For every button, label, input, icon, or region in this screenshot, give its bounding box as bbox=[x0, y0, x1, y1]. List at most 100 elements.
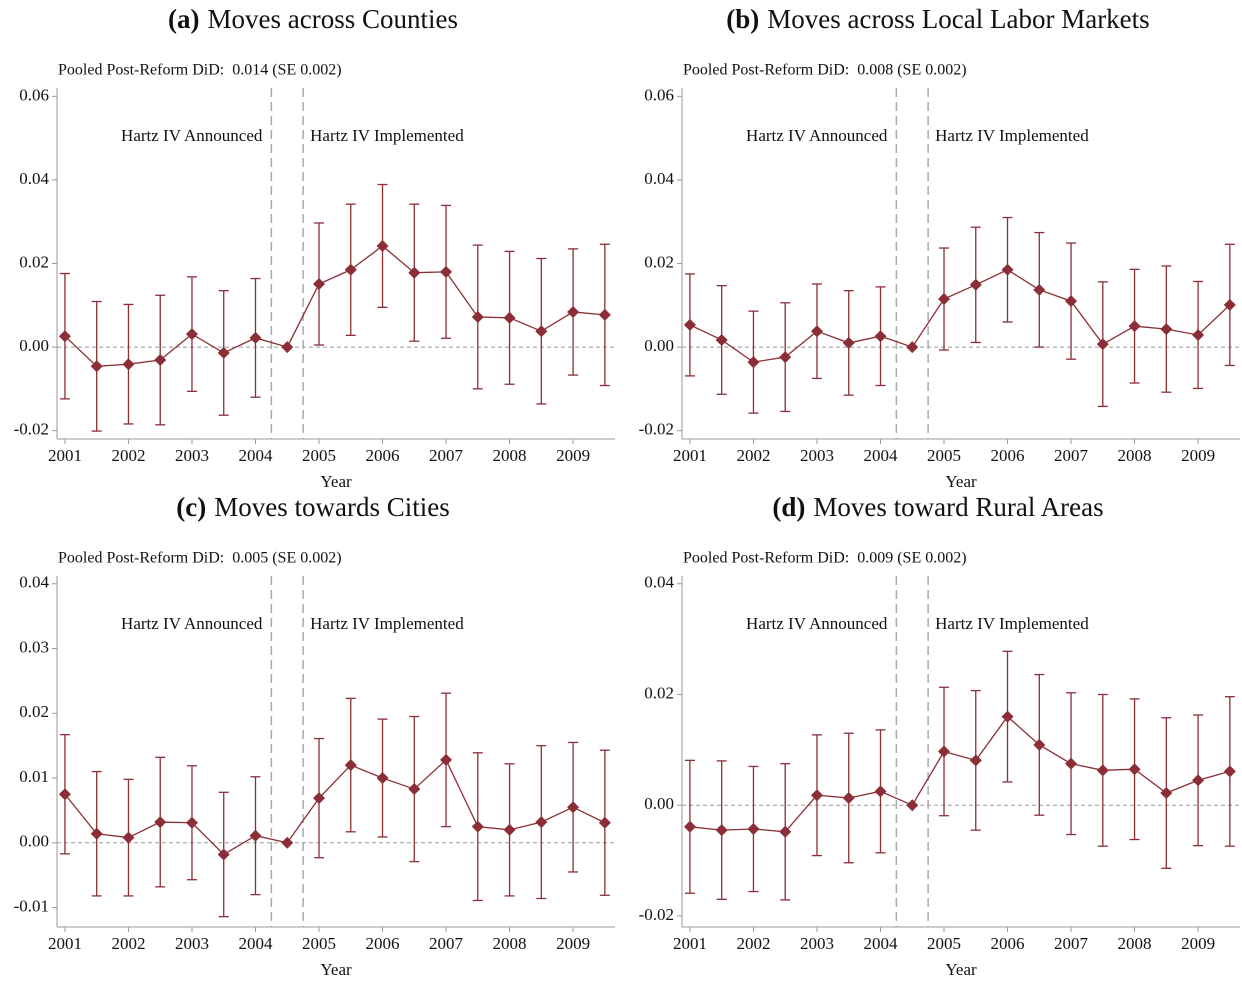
panel: (c) Moves towards Cities Pooled Post-Refor… bbox=[14, 492, 615, 979]
y-tick-label: -0.02 bbox=[639, 905, 674, 924]
point-marker bbox=[154, 354, 167, 367]
x-tick-label: 2002 bbox=[111, 446, 145, 465]
event-label: Hartz IV Implemented bbox=[310, 614, 464, 633]
point-marker bbox=[938, 745, 951, 758]
x-tick-label: 2009 bbox=[1181, 446, 1215, 465]
point-marker bbox=[810, 325, 823, 338]
point-marker bbox=[408, 266, 421, 279]
point-marker bbox=[217, 848, 230, 861]
point-marker bbox=[567, 801, 580, 814]
y-tick-label: 0.04 bbox=[644, 169, 674, 188]
point-marker bbox=[1160, 787, 1173, 800]
point-marker bbox=[90, 827, 103, 840]
point-marker bbox=[567, 305, 580, 318]
point-marker bbox=[503, 311, 516, 324]
x-tick-label: 2006 bbox=[991, 934, 1025, 953]
point-marker bbox=[747, 823, 760, 836]
x-tick-label: 2002 bbox=[111, 934, 145, 953]
annotation-note: Pooled Post-Reform DiD: 0.008 (SE 0.002) bbox=[683, 62, 967, 79]
y-tick-label: 0.02 bbox=[19, 252, 49, 271]
series-line bbox=[64, 758, 606, 856]
x-tick-label: 2008 bbox=[1118, 446, 1152, 465]
event-label: Hartz IV Implemented bbox=[935, 126, 1089, 145]
point-marker bbox=[535, 816, 548, 829]
point-marker bbox=[1192, 328, 1205, 341]
x-tick-label: 2003 bbox=[175, 934, 209, 953]
point-marker bbox=[1096, 338, 1109, 351]
point-marker bbox=[58, 788, 71, 801]
x-axis-label: Year bbox=[945, 960, 977, 979]
x-axis-label: Year bbox=[945, 472, 977, 491]
point-marker bbox=[906, 799, 919, 812]
x-tick-label: 2006 bbox=[366, 934, 400, 953]
panel-title-text: Moves towards Cities bbox=[214, 492, 450, 522]
series-line bbox=[64, 245, 605, 367]
x-tick-label: 2005 bbox=[302, 446, 336, 465]
x-tick-label: 2005 bbox=[927, 446, 961, 465]
panel-label: (a) bbox=[168, 4, 199, 34]
point-marker bbox=[90, 360, 103, 373]
series-line bbox=[689, 269, 1231, 363]
panel: (d) Moves toward Rural Areas Pooled Post-R… bbox=[639, 492, 1240, 979]
point-marker bbox=[313, 277, 326, 290]
x-tick-label: 2009 bbox=[556, 934, 590, 953]
point-marker bbox=[874, 330, 887, 343]
x-tick-label: 2006 bbox=[366, 446, 400, 465]
x-tick-label: 2009 bbox=[556, 446, 590, 465]
y-tick-label: 0.06 bbox=[644, 85, 674, 104]
point-marker bbox=[1128, 763, 1141, 776]
x-tick-label: 2004 bbox=[863, 934, 898, 953]
point-marker bbox=[440, 265, 453, 278]
x-axis-label: Year bbox=[320, 960, 352, 979]
x-tick-label: 2007 bbox=[1054, 446, 1089, 465]
point-marker bbox=[779, 351, 792, 364]
point-marker bbox=[1033, 283, 1046, 296]
x-tick-label: 2007 bbox=[429, 446, 464, 465]
x-tick-label: 2008 bbox=[1118, 934, 1152, 953]
y-tick-label: 0.04 bbox=[19, 573, 49, 592]
point-marker bbox=[874, 785, 887, 798]
x-tick-label: 2002 bbox=[736, 934, 770, 953]
point-marker bbox=[810, 789, 823, 802]
point-marker bbox=[1192, 774, 1205, 787]
point-marker bbox=[344, 759, 357, 772]
y-tick-label: 0.04 bbox=[19, 169, 49, 188]
point-marker bbox=[376, 772, 389, 785]
x-tick-label: 2002 bbox=[736, 446, 770, 465]
y-tick-label: 0.02 bbox=[644, 683, 674, 702]
x-tick-label: 2001 bbox=[673, 934, 707, 953]
point-marker bbox=[1160, 323, 1173, 336]
y-tick-label: 0.02 bbox=[19, 702, 49, 721]
point-marker bbox=[715, 333, 728, 346]
point-marker bbox=[313, 792, 326, 805]
y-tick-label: 0.00 bbox=[19, 832, 49, 851]
point-marker bbox=[185, 816, 198, 829]
x-tick-label: 2006 bbox=[991, 446, 1025, 465]
point-marker bbox=[440, 753, 453, 766]
point-marker bbox=[906, 341, 919, 354]
panel-title: (a) Moves across Counties bbox=[168, 4, 458, 34]
panel-title: (d) Moves toward Rural Areas bbox=[772, 492, 1103, 522]
point-marker bbox=[1001, 710, 1014, 723]
panel-label: (b) bbox=[726, 4, 759, 34]
panel: (b) Moves across Local Labor Markets Poole… bbox=[639, 4, 1240, 491]
point-marker bbox=[281, 341, 294, 354]
point-marker bbox=[1065, 295, 1078, 308]
annotation-note: Pooled Post-Reform DiD: 0.005 (SE 0.002) bbox=[58, 550, 342, 567]
x-tick-label: 2008 bbox=[493, 446, 527, 465]
point-marker bbox=[715, 824, 728, 837]
point-marker bbox=[938, 293, 951, 306]
y-tick-label: -0.02 bbox=[639, 420, 674, 439]
point-marker bbox=[185, 328, 198, 341]
event-label: Hartz IV Announced bbox=[121, 126, 263, 145]
point-marker bbox=[281, 836, 294, 849]
panel-title-text: Moves across Counties bbox=[208, 4, 458, 34]
point-marker bbox=[503, 823, 516, 836]
y-tick-label: 0.00 bbox=[644, 336, 674, 355]
panel-label: (c) bbox=[176, 492, 206, 522]
x-tick-label: 2001 bbox=[48, 934, 82, 953]
point-marker bbox=[471, 310, 484, 323]
point-marker bbox=[58, 330, 71, 343]
x-axis-label: Year bbox=[320, 472, 352, 491]
